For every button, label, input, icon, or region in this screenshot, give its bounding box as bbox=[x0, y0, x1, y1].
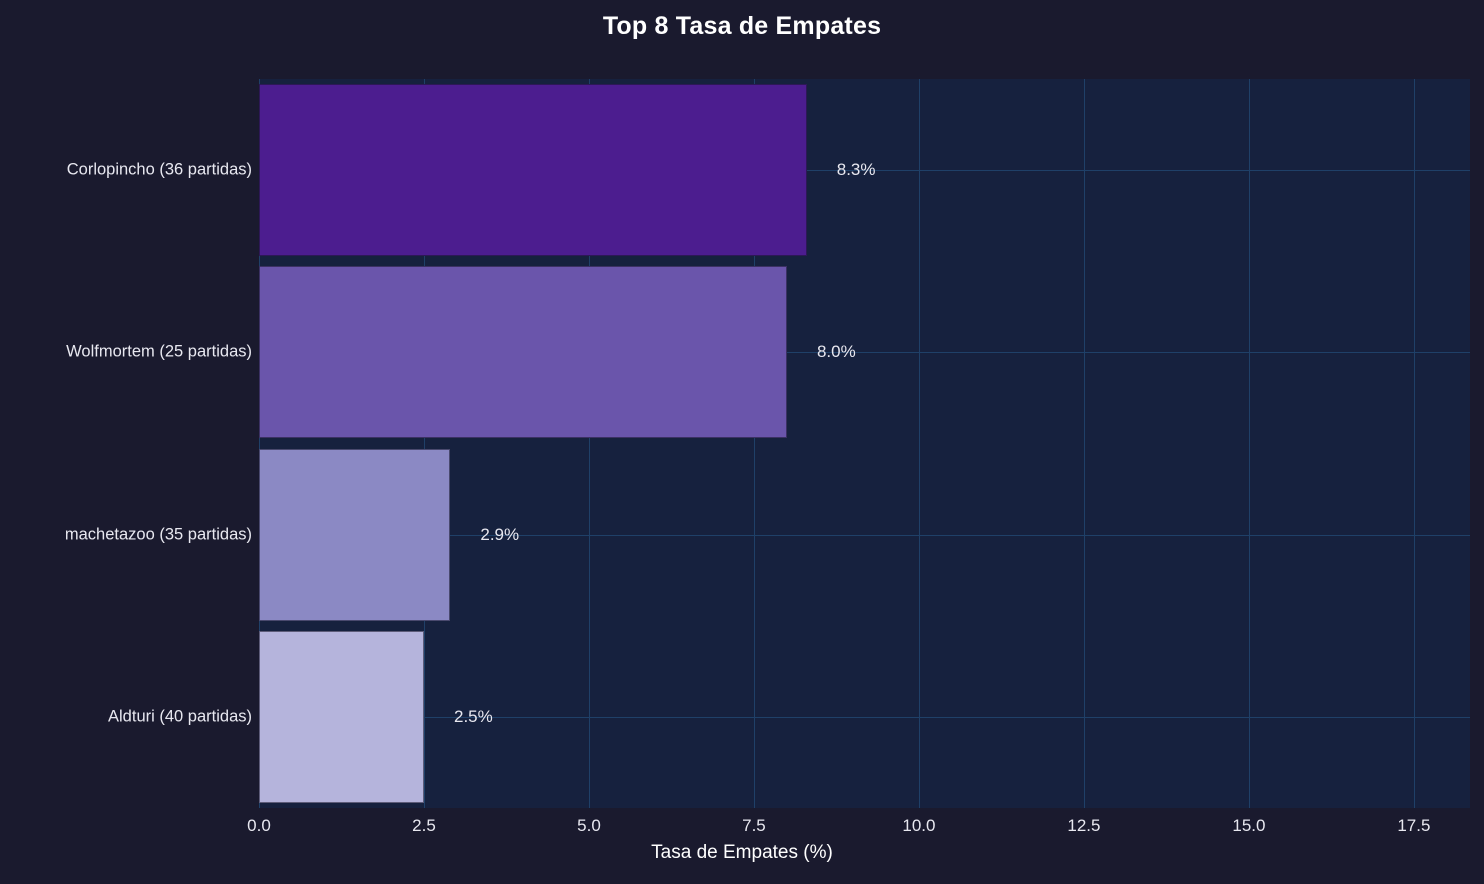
plot-area bbox=[259, 79, 1470, 808]
gridline-vertical bbox=[1248, 79, 1250, 808]
gridline-vertical bbox=[918, 79, 920, 808]
gridline-horizontal bbox=[259, 352, 1470, 354]
gridline-vertical bbox=[1413, 79, 1415, 808]
bar bbox=[259, 266, 787, 439]
gridline-horizontal bbox=[259, 534, 1470, 536]
bar-value-label: 2.5% bbox=[453, 706, 493, 726]
y-axis-tick-label: Aldturi (40 partidas) bbox=[108, 707, 252, 726]
gridline-vertical bbox=[588, 79, 590, 808]
x-axis-tick-label: 17.5 bbox=[1397, 816, 1431, 835]
chart-title: Top 8 Tasa de Empates bbox=[602, 12, 882, 40]
x-axis-tick-label: 15.0 bbox=[1232, 816, 1266, 835]
x-axis-tick-label: 10.0 bbox=[902, 816, 936, 835]
x-axis-label: Tasa de Empates (%) bbox=[651, 842, 833, 863]
bar bbox=[259, 630, 424, 803]
x-axis-tick-label: 2.5 bbox=[412, 816, 436, 835]
bar-value-label: 8.3% bbox=[836, 160, 876, 180]
y-axis-tick-label: Corlopincho (36 partidas) bbox=[66, 160, 252, 179]
y-axis-tick-label: machetazoo (35 partidas) bbox=[64, 525, 252, 544]
gridline-horizontal bbox=[259, 716, 1470, 718]
y-axis-tick-label: Wolfmortem (25 partidas) bbox=[66, 342, 252, 361]
gridline-vertical bbox=[1083, 79, 1085, 808]
x-axis-tick-label: 0.0 bbox=[247, 816, 271, 835]
gridline-vertical bbox=[423, 79, 425, 808]
x-axis-tick-label: 5.0 bbox=[577, 816, 601, 835]
bar-value-label: 8.0% bbox=[816, 342, 856, 362]
x-axis-tick-label: 7.5 bbox=[742, 816, 766, 835]
bar-value-label: 2.9% bbox=[480, 524, 520, 544]
gridline-vertical bbox=[259, 79, 260, 808]
gridline-vertical bbox=[753, 79, 755, 808]
gridline-horizontal bbox=[259, 170, 1470, 172]
bar bbox=[259, 84, 807, 257]
x-axis-tick-label: 12.5 bbox=[1067, 816, 1101, 835]
bar bbox=[259, 448, 451, 621]
